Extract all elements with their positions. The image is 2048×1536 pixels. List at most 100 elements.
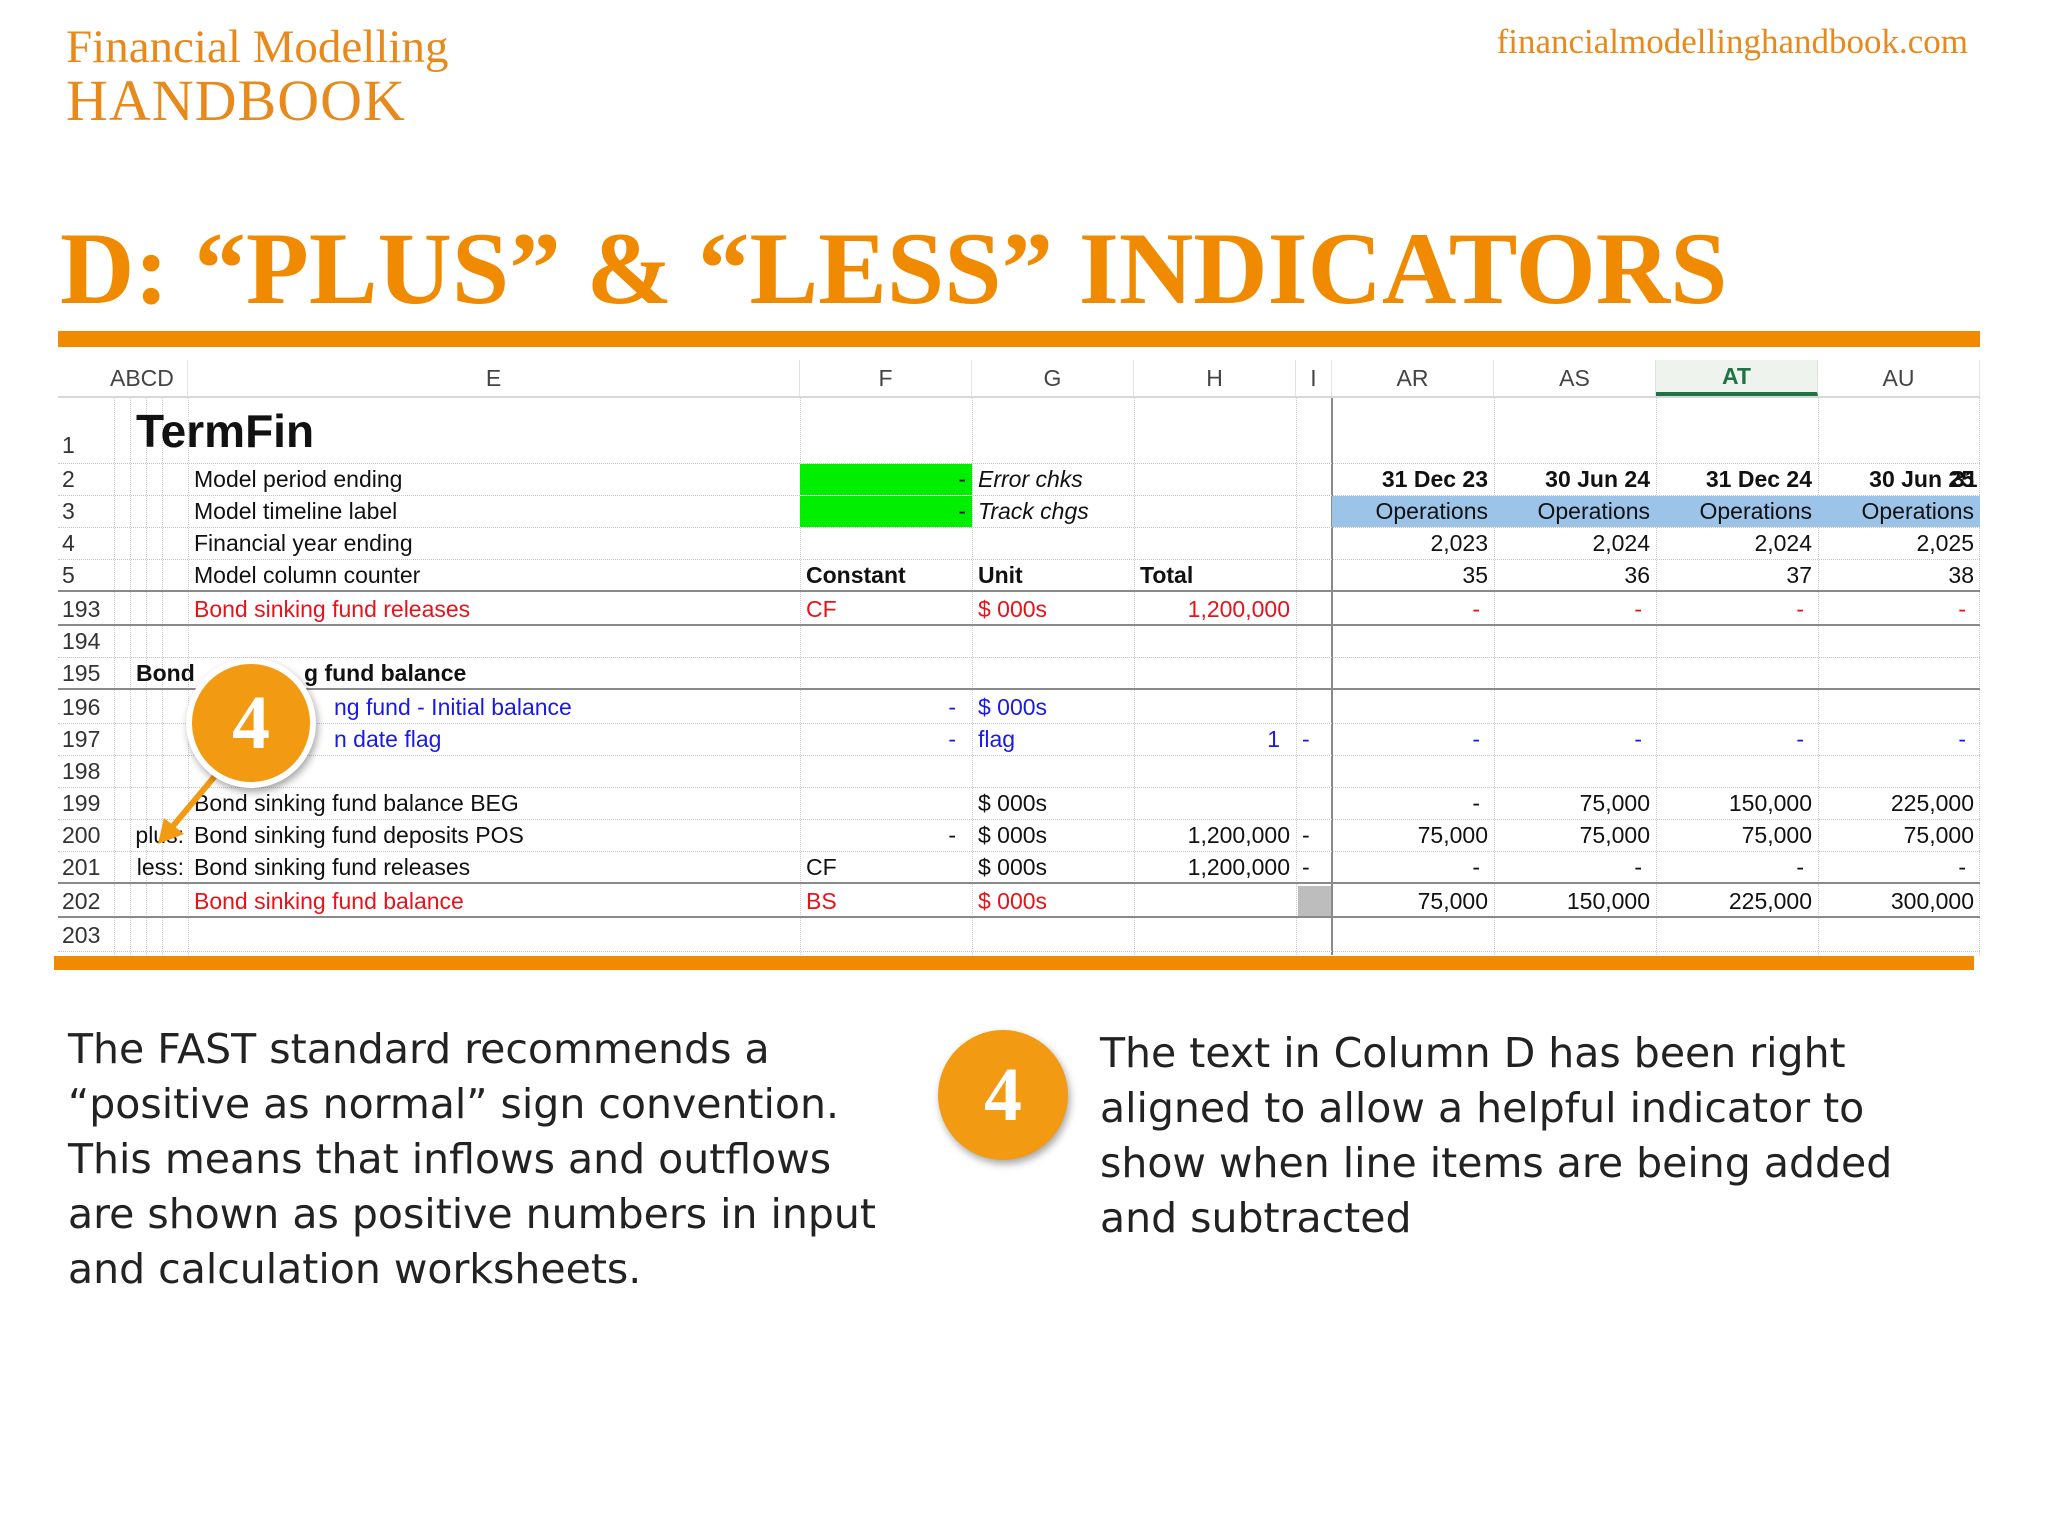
col-header-as[interactable]: AS xyxy=(1494,360,1656,396)
note-badge: 4 xyxy=(938,1030,1068,1160)
col-header-g[interactable]: G xyxy=(972,360,1134,396)
value-at[interactable]: 150,000 xyxy=(1728,790,1812,816)
col-header-abcd[interactable]: ABCD xyxy=(58,360,188,396)
value-ar[interactable]: - xyxy=(1472,853,1480,880)
col-header-f[interactable]: F xyxy=(800,360,972,396)
gridline xyxy=(1494,398,1495,955)
constant-cell[interactable]: - xyxy=(948,822,956,848)
row-number[interactable]: 197 xyxy=(62,726,101,752)
row-label: ng fund - Initial balance xyxy=(334,694,572,720)
unit-cell[interactable]: $ 000s xyxy=(978,887,1048,914)
period-as: 30 Jun 24 xyxy=(1545,466,1650,492)
row-number[interactable]: 4 xyxy=(62,530,75,556)
check-cell[interactable]: - xyxy=(1302,726,1310,752)
col-header-i[interactable]: I xyxy=(1296,360,1332,396)
total-cell[interactable]: 1,200,000 xyxy=(1187,853,1290,880)
value-au[interactable]: 225,000 xyxy=(1890,790,1974,816)
row-number[interactable]: 198 xyxy=(62,758,101,784)
value-as[interactable]: - xyxy=(1634,853,1642,880)
unit-header: Unit xyxy=(978,561,1023,588)
row-number[interactable]: 200 xyxy=(62,822,101,848)
value-ar[interactable]: - xyxy=(1472,595,1480,622)
timeline-as: Operations xyxy=(1494,496,1656,527)
value-ar[interactable]: - xyxy=(1472,790,1480,816)
sheet-row-4: 4 Financial year ending 2,023 2,024 2,02… xyxy=(58,528,1980,560)
col-header-ar[interactable]: AR xyxy=(1332,360,1494,396)
constant-cell[interactable]: CF xyxy=(806,853,837,880)
value-ar[interactable]: 75,000 xyxy=(1417,887,1488,914)
check-cell[interactable]: - xyxy=(1302,822,1310,848)
sheet-row-194: 194 xyxy=(58,626,1980,658)
constant-cell[interactable]: BS xyxy=(806,887,837,914)
value-at[interactable]: 75,000 xyxy=(1741,822,1812,848)
value-as[interactable]: - xyxy=(1634,726,1642,752)
track-chgs-label: Track chgs xyxy=(978,498,1089,524)
site-url[interactable]: financialmodellinghandbook.com xyxy=(1496,22,1968,61)
row-number[interactable]: 5 xyxy=(62,561,75,588)
unit-cell[interactable]: $ 000s xyxy=(978,822,1048,848)
unit-cell[interactable]: $ 000s xyxy=(978,853,1048,880)
col-header-at[interactable]: AT xyxy=(1656,360,1818,396)
check-fill-cell[interactable] xyxy=(1298,886,1331,916)
unit-cell[interactable]: flag xyxy=(978,726,1016,752)
value-at[interactable]: - xyxy=(1796,595,1804,622)
row-label: Bond sinking fund balance xyxy=(194,887,464,914)
row-number[interactable]: 1 xyxy=(62,432,75,458)
unit-cell[interactable]: $ 000s xyxy=(978,694,1048,720)
check-cell[interactable]: - xyxy=(1302,853,1310,880)
error-check-cell[interactable]: - xyxy=(800,464,972,495)
gridline xyxy=(1296,398,1297,955)
row-number[interactable]: 2 xyxy=(62,466,75,492)
row-number[interactable]: 3 xyxy=(62,498,75,524)
row-number[interactable]: 195 xyxy=(62,659,101,686)
col-header-e[interactable]: E xyxy=(188,360,800,396)
value-at[interactable]: - xyxy=(1796,726,1804,752)
value-at[interactable]: - xyxy=(1796,853,1804,880)
counter-as: 36 xyxy=(1624,561,1650,588)
sheet-row-197: 197 n date flag - flag 1 - - - - - xyxy=(58,724,1980,756)
value-at[interactable]: 225,000 xyxy=(1728,887,1812,914)
section-header-start: Bond xyxy=(136,659,195,686)
row-number[interactable]: 202 xyxy=(62,887,101,914)
fy-at: 2,024 xyxy=(1754,530,1812,556)
value-au[interactable]: - xyxy=(1958,726,1966,752)
value-as[interactable]: 75,000 xyxy=(1579,790,1650,816)
total-header: Total xyxy=(1140,561,1194,588)
row-number[interactable]: 194 xyxy=(62,628,101,654)
value-as[interactable]: 75,000 xyxy=(1579,822,1650,848)
value-as[interactable]: 150,000 xyxy=(1566,887,1650,914)
constant-cell[interactable]: - xyxy=(948,694,956,720)
track-changes-cell[interactable]: - xyxy=(800,496,972,527)
total-cell[interactable]: 1,200,000 xyxy=(1187,822,1290,848)
value-au[interactable]: 75,000 xyxy=(1903,822,1974,848)
value-au[interactable]: - xyxy=(1958,853,1966,880)
row-number[interactable]: 199 xyxy=(62,790,101,816)
gridline xyxy=(130,398,131,955)
row-label: Model timeline label xyxy=(194,498,398,524)
gridline xyxy=(800,398,801,955)
total-cell[interactable]: 1,200,000 xyxy=(1187,595,1290,622)
period-au: 30 Jun 25 xyxy=(1869,466,1974,492)
row-number[interactable]: 201 xyxy=(62,853,101,880)
value-as[interactable]: - xyxy=(1634,595,1642,622)
unit-cell[interactable]: $ 000s xyxy=(978,790,1048,816)
constant-cell[interactable]: - xyxy=(948,726,956,752)
row-number[interactable]: 203 xyxy=(62,922,101,948)
value-ar[interactable]: 75,000 xyxy=(1417,822,1488,848)
sheet-row-193: 193 Bond sinking fund releases CF $ 000s… xyxy=(58,594,1980,626)
value-au[interactable]: - xyxy=(1958,595,1966,622)
col-header-au[interactable]: AU xyxy=(1818,360,1980,396)
value-au[interactable]: 300,000 xyxy=(1890,887,1974,914)
period-at: 31 Dec 24 xyxy=(1705,466,1812,492)
col-header-h[interactable]: H xyxy=(1134,360,1296,396)
constant-cell[interactable]: CF xyxy=(806,595,837,622)
sheet-row-201: 201 less: Bond sinking fund releases CF … xyxy=(58,852,1980,884)
unit-cell[interactable]: $ 000s xyxy=(978,595,1048,622)
row-number[interactable]: 193 xyxy=(62,595,101,622)
row-number[interactable]: 196 xyxy=(62,694,101,720)
total-cell[interactable]: 1 xyxy=(1267,726,1280,752)
sheet-row-199: 199 Bond sinking fund balance BEG $ 000s… xyxy=(58,788,1980,820)
value-ar[interactable]: - xyxy=(1472,726,1480,752)
sheet-title: TermFin xyxy=(136,404,315,457)
sheet-row-203: 203 xyxy=(58,920,1980,952)
